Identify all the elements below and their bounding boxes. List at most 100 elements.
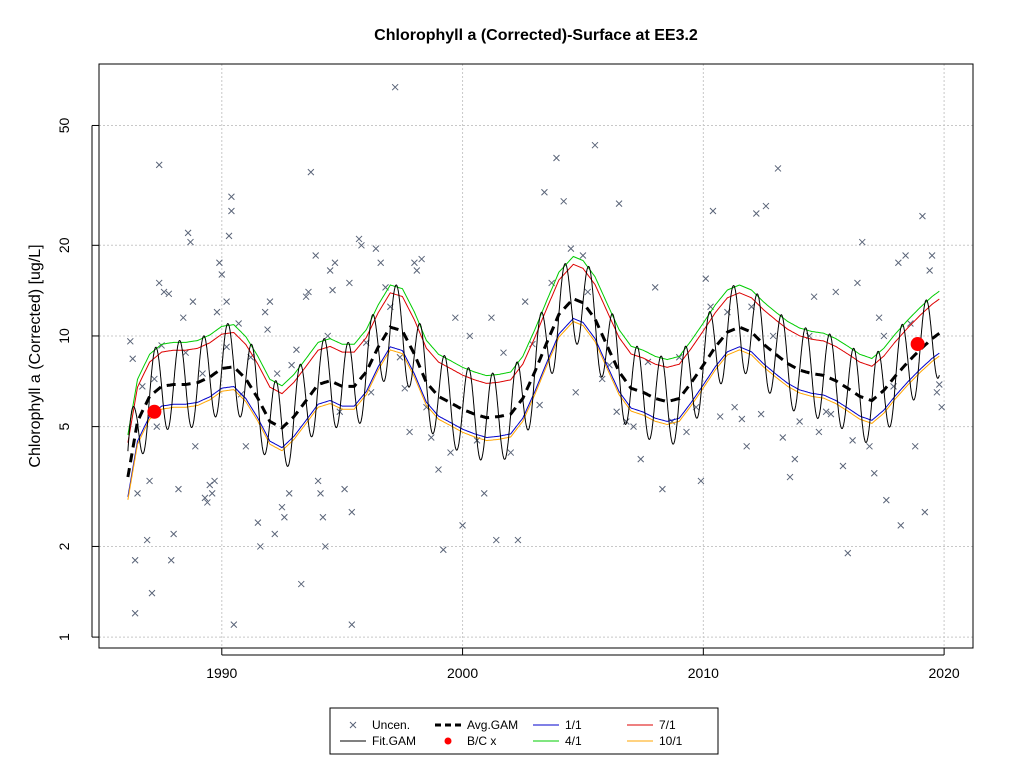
y-tick-label: 2 — [56, 542, 72, 550]
uncensored-point — [459, 521, 466, 529]
grid-lines — [99, 64, 973, 648]
uncensored-point — [256, 543, 264, 550]
uncensored-point — [148, 589, 156, 597]
uncensored-point — [242, 442, 250, 450]
uncensored-point — [731, 403, 738, 411]
uncensored-point — [155, 279, 163, 287]
uncensored-point — [314, 477, 322, 485]
uncensored-point — [391, 83, 399, 91]
uncensored-point — [411, 259, 418, 267]
uncensored-point — [439, 546, 447, 554]
uncensored-point — [651, 284, 659, 291]
uncensored-point — [854, 279, 861, 287]
legend-label: 10/1 — [659, 734, 683, 748]
plot-content — [126, 83, 946, 628]
uncensored-point — [324, 332, 332, 340]
uncensored-point — [406, 428, 413, 436]
uncensored-point — [709, 207, 717, 215]
uncensored-point — [683, 428, 690, 436]
uncensored-point — [911, 442, 919, 450]
x-tick-label: 2010 — [688, 665, 719, 681]
uncensored-point — [921, 508, 929, 516]
uncensored-point — [317, 490, 324, 497]
uncensored-point — [810, 293, 818, 301]
uncensored-point — [396, 353, 404, 361]
uncensored-point — [199, 370, 206, 377]
uncensored-point — [435, 466, 442, 473]
legend-label: Uncen. — [372, 718, 410, 732]
uncensored-point — [613, 408, 621, 416]
uncensored-point — [228, 207, 235, 215]
uncensored-point — [285, 490, 293, 497]
avg-gam-line — [126, 296, 941, 478]
uncensored-point — [702, 275, 710, 282]
uncensored-point — [307, 168, 315, 176]
uncensored-point — [175, 485, 182, 493]
uncensored-point — [218, 271, 226, 278]
uncensored-point — [165, 290, 173, 298]
legend-item: Fit.GAM — [340, 734, 416, 748]
uncensored-point — [928, 252, 936, 259]
uncensored-point — [326, 267, 334, 274]
uncensored-point — [254, 519, 262, 526]
uncensored-point — [762, 202, 770, 210]
uncensored-point — [377, 259, 385, 267]
uncensored-point — [167, 556, 175, 564]
uncensored-point — [189, 298, 197, 305]
legend-label: B/C x — [467, 734, 496, 748]
uncensored-point — [413, 267, 421, 274]
uncensored-point — [216, 259, 223, 267]
uncensored-point — [358, 241, 365, 249]
legend-item: Uncen. — [349, 718, 410, 732]
uncensored-point — [281, 513, 288, 521]
uncensored-point — [341, 485, 348, 493]
uncensored-point — [500, 349, 507, 357]
uncensored-point — [134, 490, 141, 497]
uncensored-point — [579, 252, 587, 259]
bc-point — [910, 337, 925, 352]
uncensored-point — [875, 314, 883, 322]
uncensored-point — [206, 481, 214, 489]
x-tick-label: 2020 — [929, 665, 960, 681]
legend-label: 1/1 — [565, 718, 582, 732]
uncensored-point — [521, 298, 529, 305]
uncensored-point — [882, 496, 890, 504]
uncensored-point — [230, 621, 238, 628]
uncensored-point — [151, 375, 158, 383]
uncensored-point — [926, 267, 934, 274]
uncensored-point — [553, 154, 560, 162]
legend-item: Avg.GAM — [435, 718, 518, 732]
chart-title: Chlorophyll a (Corrected)-Surface at EE3… — [374, 27, 698, 44]
uncensored-point — [187, 238, 194, 246]
uncensored-point — [208, 490, 216, 497]
uncensored-point — [598, 375, 606, 383]
y-axis: 1 2 5 10 20 50 — [56, 117, 99, 641]
uncensored-point — [536, 401, 543, 409]
uncensored-point — [567, 245, 575, 252]
uncensored-point — [630, 423, 637, 430]
uncensored-point — [297, 580, 305, 588]
uncensored-point — [367, 388, 375, 396]
uncensored-point — [271, 530, 279, 538]
uncensored-point — [507, 449, 515, 456]
uncensored-point — [179, 314, 187, 322]
uncensored-point — [919, 212, 926, 220]
uncensored-point — [752, 210, 760, 217]
uncensored-point — [839, 462, 847, 470]
uncensored-point — [261, 308, 269, 316]
uncensored-point — [348, 621, 356, 628]
uncensored-point — [488, 314, 495, 322]
uncensored-point — [849, 437, 856, 444]
legend-item: 1/1 — [533, 718, 582, 732]
uncensored-point — [131, 556, 139, 564]
legend-item: 7/1 — [627, 718, 676, 732]
uncensored-point — [895, 259, 902, 267]
bc-point — [147, 404, 162, 419]
x-tick-label: 1990 — [206, 665, 237, 681]
uncensored-point — [796, 418, 803, 425]
uncensored-point — [427, 434, 435, 441]
legend-dot-icon — [444, 737, 452, 745]
uncensored-point — [348, 508, 356, 516]
uncensored-point — [126, 337, 134, 345]
uncensored-point — [155, 161, 163, 169]
